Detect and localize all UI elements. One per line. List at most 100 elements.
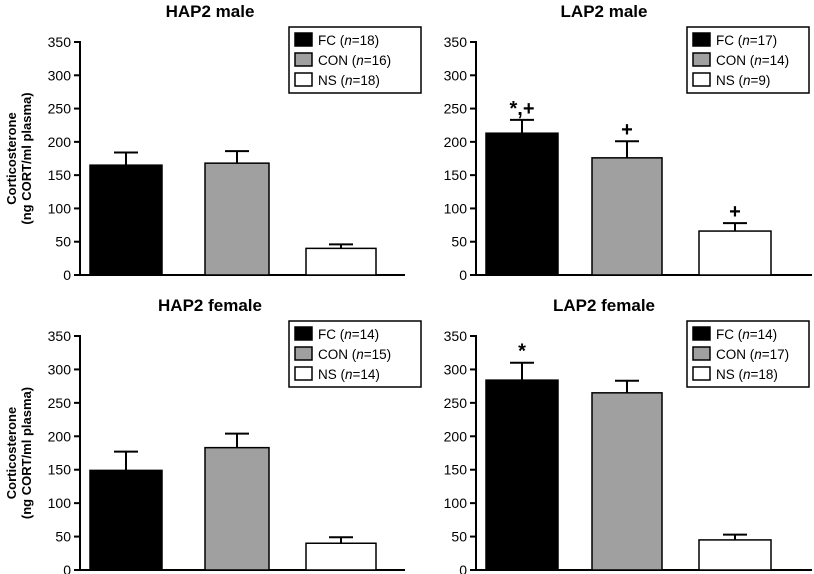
legend-group: NS [716, 367, 735, 382]
y-tick-label: 200 [48, 428, 72, 444]
significance-mark: + [621, 119, 633, 141]
legend-paren: ( [348, 53, 357, 68]
legend-n-value: =14) [750, 327, 777, 342]
legend-n-value: =17) [750, 33, 777, 48]
bar-ns [305, 247, 377, 276]
legend-paren: ( [746, 53, 755, 68]
legend-n-label: n [356, 53, 364, 68]
legend-n-label: n [743, 73, 751, 88]
legend-paren: ( [336, 33, 345, 48]
legend-paren: ( [337, 73, 346, 88]
y-tick-label: 250 [48, 101, 72, 117]
legend-group: FC [716, 33, 734, 48]
y-tick-label: 200 [444, 428, 468, 444]
y-tick-label: 250 [48, 395, 72, 411]
legend-swatch-fc [294, 32, 313, 47]
y-tick-label: 350 [48, 34, 72, 50]
legend-group: FC [318, 327, 336, 342]
chart-title: LAP2 female [553, 296, 655, 315]
legend-swatch-con [692, 346, 711, 361]
legend-n-label: n [344, 327, 352, 342]
legend-group: CON [318, 53, 348, 68]
y-tick-label: 0 [63, 562, 71, 574]
y-tick-label: 350 [48, 328, 72, 344]
legend-swatch-con [294, 346, 313, 361]
bar-con [204, 446, 270, 571]
legend-paren: ( [734, 327, 743, 342]
y-tick-label: 150 [48, 462, 72, 478]
legend-group: NS [318, 367, 337, 382]
y-tick-label: 100 [48, 200, 72, 216]
y-axis-label-line1: Corticosterone [4, 407, 19, 499]
legend-group: CON [716, 53, 746, 68]
legend-swatch-ns [692, 72, 711, 87]
legend-label: NS (n=14) [318, 367, 380, 382]
legend-swatch-fc [692, 326, 711, 341]
legend-n-label: n [743, 367, 751, 382]
bar-fc [89, 469, 163, 571]
legend-n-value: =15) [364, 347, 391, 362]
bar-fc [485, 132, 559, 276]
y-tick-label: 50 [451, 529, 467, 545]
legend-swatch-fc [294, 326, 313, 341]
legend-swatch-ns [294, 72, 313, 87]
y-tick-label: 100 [444, 495, 468, 511]
legend: FC (n=17)CON (n=14)NS (n=9) [686, 26, 810, 94]
legend-group: CON [716, 347, 746, 362]
y-tick-label: 0 [459, 267, 467, 283]
legend-n-label: n [742, 33, 750, 48]
legend-n-label: n [742, 327, 750, 342]
legend-paren: ( [735, 73, 744, 88]
legend: FC (n=14)CON (n=17)NS (n=18) [686, 320, 810, 388]
chart-panel-3: HAP2 female 0 50 100 150 200 250 300 350 Corticos… [4, 296, 422, 574]
y-axis-label-line1: Corticosterone [4, 112, 19, 204]
legend-n-label: n [754, 53, 762, 68]
y-tick-label: 200 [444, 134, 468, 150]
bar-con [591, 392, 663, 571]
legend-n-value: =14) [352, 327, 379, 342]
legend: FC (n=18)CON (n=16)NS (n=18) [288, 26, 422, 94]
legend-label: NS (n=18) [318, 73, 380, 88]
bar-fc [485, 379, 559, 571]
chart-title: LAP2 male [561, 2, 648, 21]
y-tick-label: 350 [444, 34, 468, 50]
legend-paren: ( [336, 327, 345, 342]
y-axis-label-line2: (ng CORT/ml plasma) [19, 92, 34, 224]
legend-label: CON (n=17) [716, 347, 789, 362]
legend-n-value: =14) [762, 53, 789, 68]
y-tick-label: 50 [55, 234, 71, 250]
legend-group: FC [318, 33, 336, 48]
y-axis-label-line2: (ng CORT/ml plasma) [19, 387, 34, 519]
legend-n-value: =17) [762, 347, 789, 362]
y-tick-label: 100 [444, 200, 468, 216]
bar-fc [89, 164, 163, 276]
legend-n-label: n [356, 347, 364, 362]
legend-label: NS (n=18) [716, 367, 778, 382]
chart-title: HAP2 female [158, 296, 262, 315]
legend-n-label: n [344, 33, 352, 48]
legend-label: NS (n=9) [716, 73, 770, 88]
y-tick-label: 200 [48, 134, 72, 150]
y-tick-label: 0 [459, 562, 467, 574]
legend-swatch-ns [692, 366, 711, 381]
y-tick-label: 350 [444, 328, 468, 344]
bar-ns [698, 539, 772, 571]
bar-ns [305, 542, 377, 571]
legend-swatch-fc [692, 32, 711, 47]
y-tick-label: 300 [444, 67, 468, 83]
y-tick-label: 150 [444, 462, 468, 478]
legend-n-label: n [345, 73, 353, 88]
legend-swatch-con [692, 52, 711, 67]
legend-group: NS [318, 73, 337, 88]
legend-group: NS [716, 73, 735, 88]
y-tick-label: 250 [444, 101, 468, 117]
legend-label: FC (n=17) [716, 33, 777, 48]
legend-paren: ( [337, 367, 346, 382]
legend-group: FC [716, 327, 734, 342]
y-tick-label: 300 [444, 361, 468, 377]
y-tick-label: 300 [48, 361, 72, 377]
legend-label: FC (n=18) [318, 33, 379, 48]
legend-label: FC (n=14) [318, 327, 379, 342]
legend-group: CON [318, 347, 348, 362]
bar-con [591, 157, 663, 276]
